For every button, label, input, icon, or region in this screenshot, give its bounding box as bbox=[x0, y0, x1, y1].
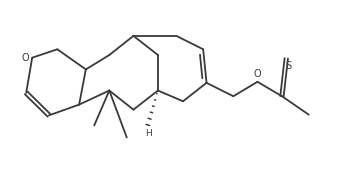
Text: O: O bbox=[254, 69, 261, 79]
Text: S: S bbox=[285, 61, 291, 71]
Text: H: H bbox=[145, 129, 152, 138]
Text: O: O bbox=[21, 53, 29, 63]
